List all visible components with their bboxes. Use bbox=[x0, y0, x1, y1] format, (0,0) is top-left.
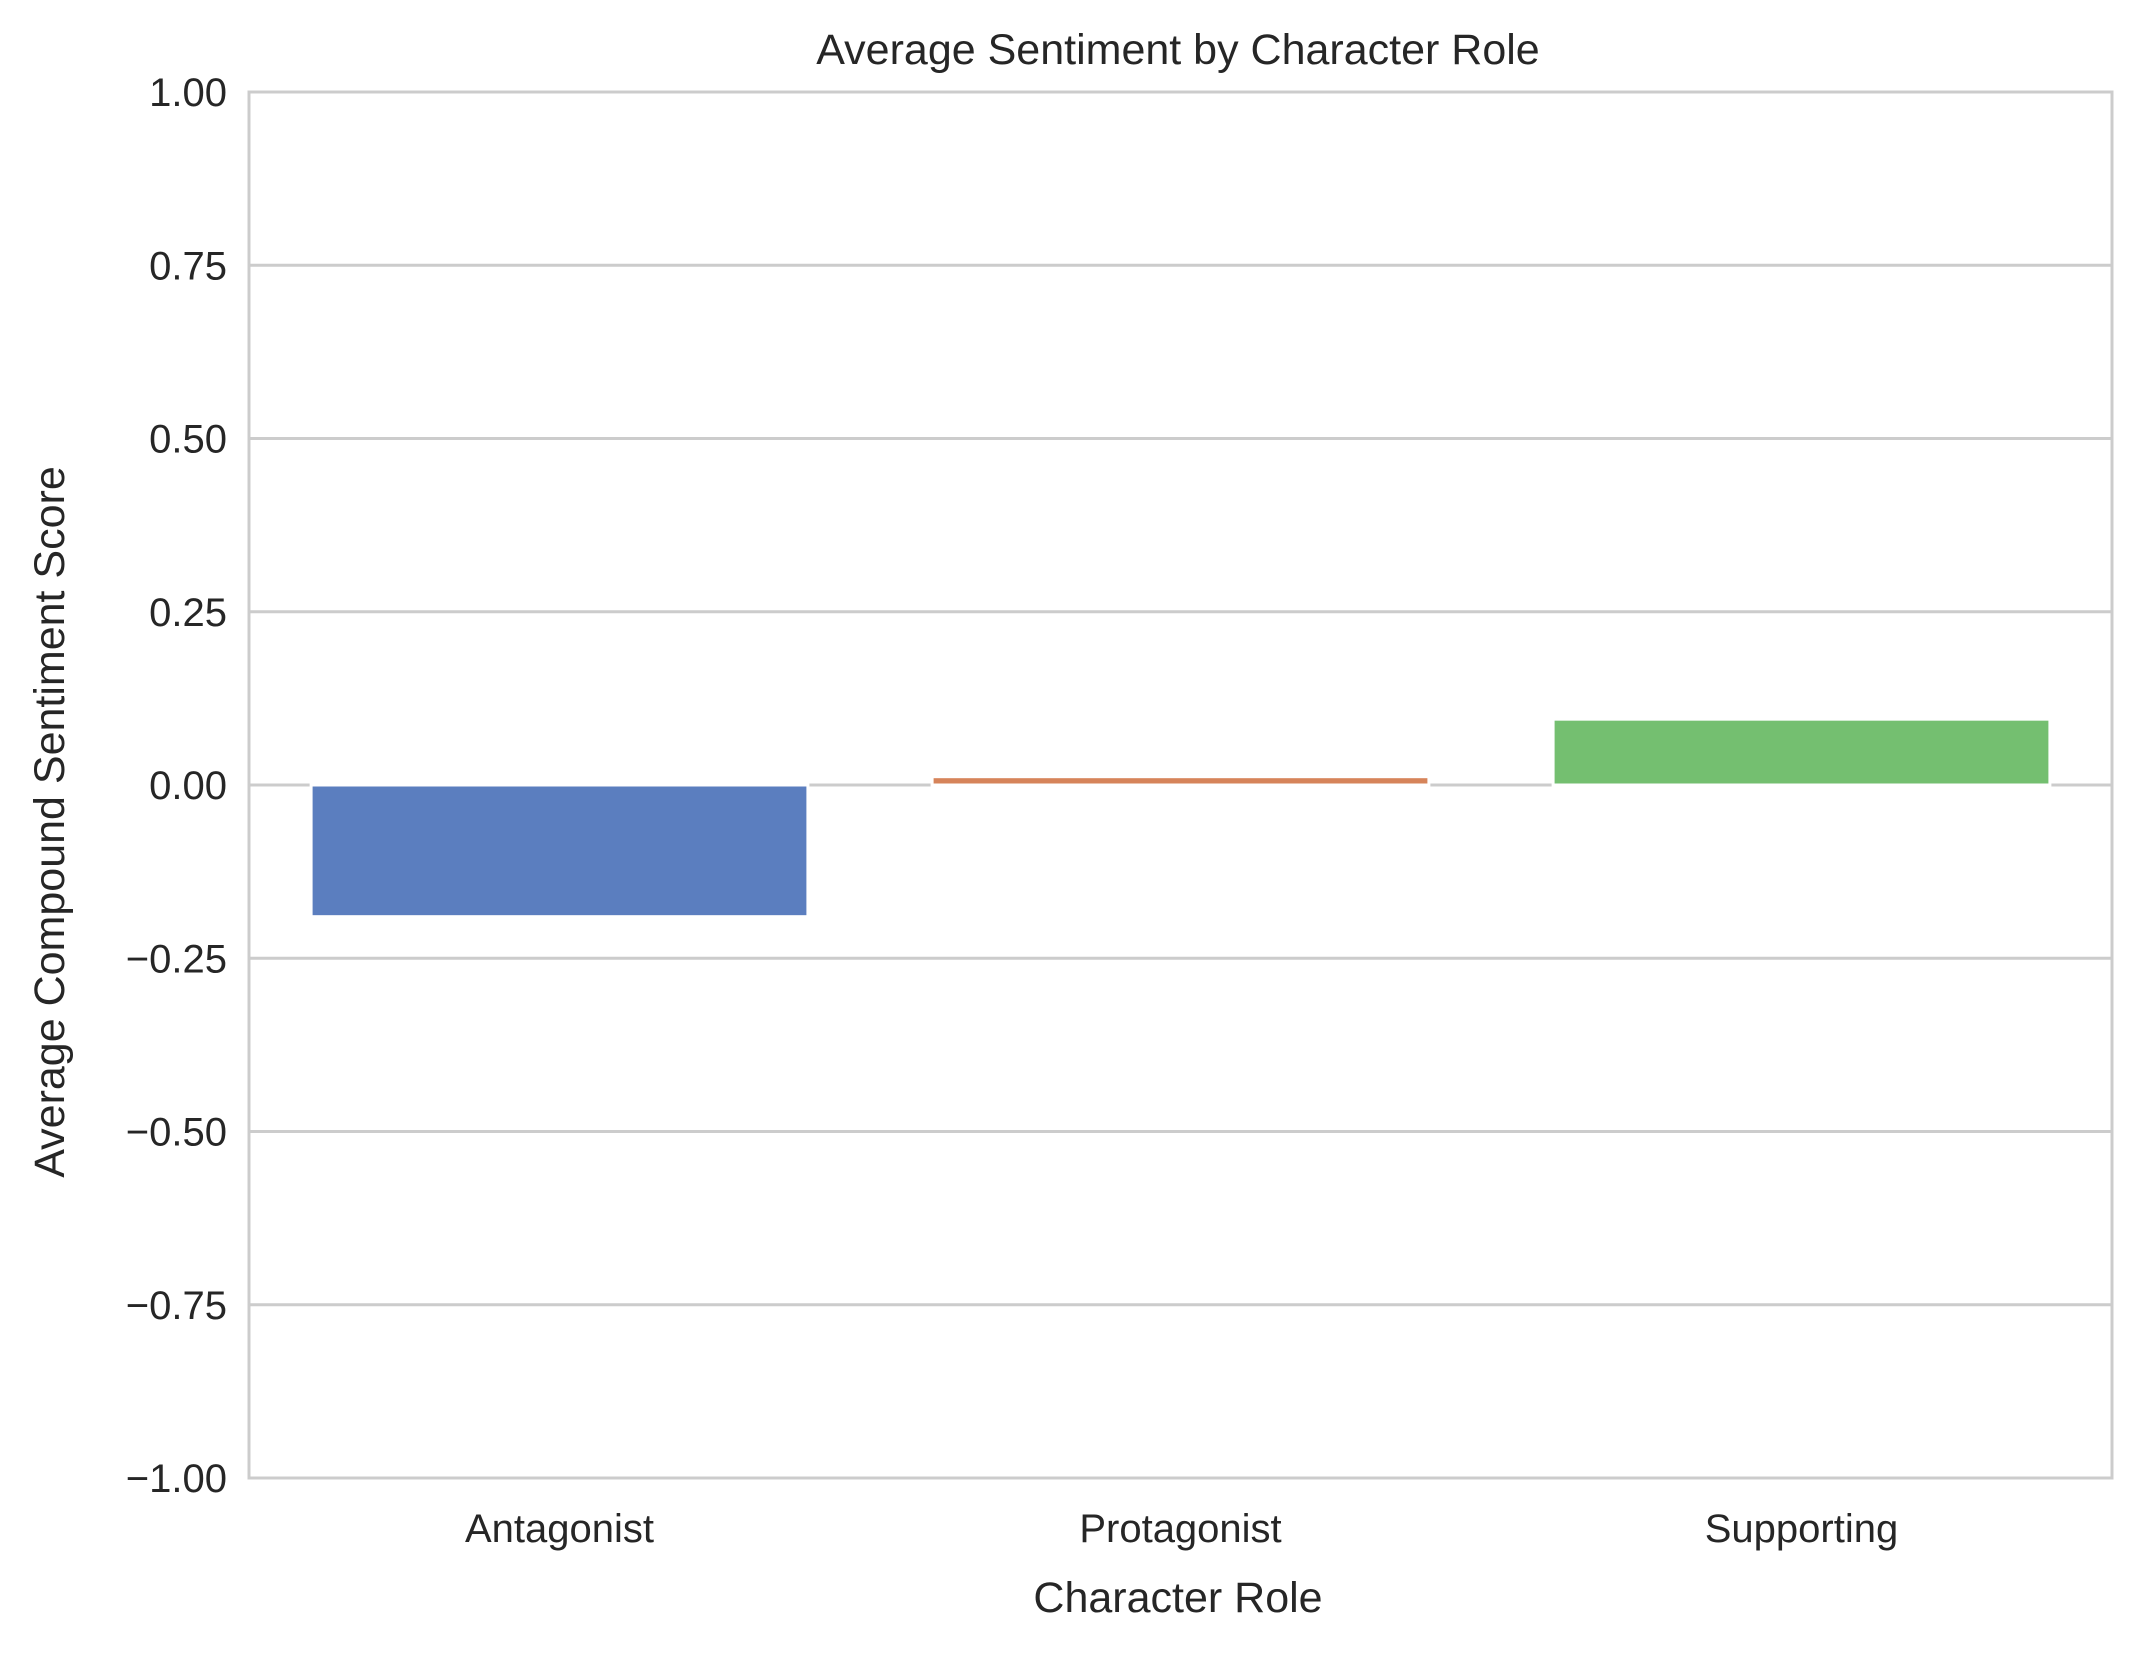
y-tick-label: 0.75 bbox=[149, 244, 227, 288]
x-axis-label: Character Role bbox=[1033, 1574, 1322, 1622]
x-tick-labels: Antagonist Protagonist Supporting bbox=[465, 1507, 1898, 1551]
y-tick-label: 0.25 bbox=[149, 591, 227, 635]
y-tick-label: −0.75 bbox=[126, 1284, 227, 1328]
y-axis-label: Average Compound Sentiment Score bbox=[26, 466, 74, 1178]
y-tick-label: −0.25 bbox=[126, 937, 227, 981]
chart-title: Average Sentiment by Character Role bbox=[816, 26, 1539, 74]
y-tick-label: −1.00 bbox=[126, 1457, 227, 1501]
x-tick-label-antagonist: Antagonist bbox=[465, 1507, 654, 1551]
x-tick-label-protagonist: Protagonist bbox=[1079, 1507, 1281, 1551]
y-tick-label: −0.50 bbox=[126, 1111, 227, 1155]
y-tick-label: 0.00 bbox=[149, 764, 227, 808]
bar-supporting bbox=[1551, 717, 2052, 787]
bar-protagonist bbox=[930, 775, 1431, 787]
y-tick-label: 1.00 bbox=[149, 71, 227, 115]
x-tick-label-supporting: Supporting bbox=[1705, 1507, 1898, 1551]
plot-frame bbox=[247, 90, 2114, 1480]
y-tick-labels: 1.00 0.75 0.50 0.25 0.00 −0.25 −0.50 −0.75 −1.00 bbox=[126, 71, 227, 1501]
bar-antagonist bbox=[309, 783, 810, 919]
bars bbox=[309, 717, 2052, 919]
y-tick-label: 0.50 bbox=[149, 418, 227, 462]
